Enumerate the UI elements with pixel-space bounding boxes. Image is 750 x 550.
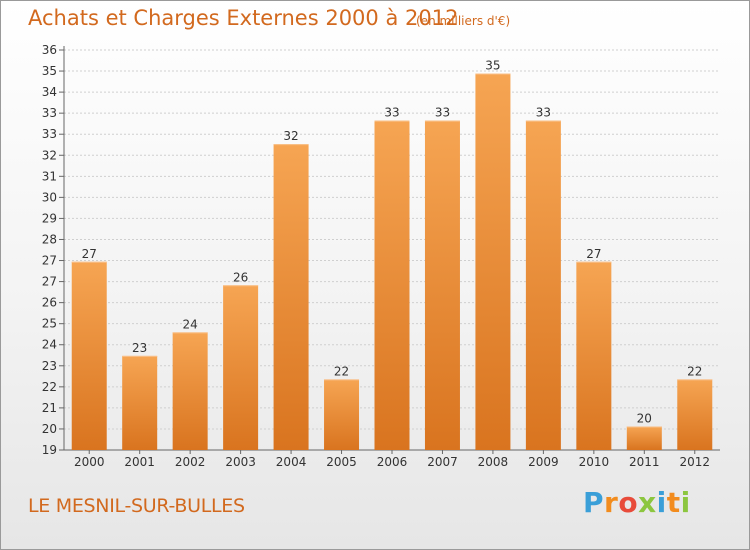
logo-letter: r [604,486,619,519]
data-label-2001: 23 [132,341,147,355]
x-tick-label: 2003 [225,455,256,469]
x-tick-label: 2004 [276,455,307,469]
x-tick-label: 2005 [326,455,357,469]
y-tick-label: 26 [42,296,57,310]
bar-2008 [475,73,511,450]
logo-letter: P [583,486,605,519]
bar-2002 [172,332,208,450]
y-tick-label: 31 [42,169,57,183]
y-tick-label: 25 [42,317,57,331]
bar-2005 [324,379,360,450]
y-tick-label: 28 [42,232,57,246]
data-label-2011: 20 [637,411,652,425]
y-tick-label: 33 [42,127,57,141]
data-label-2006: 33 [384,106,399,120]
data-label-2007: 33 [435,106,450,120]
y-tick-label: 29 [42,211,57,225]
chart-title: Achats et Charges Externes 2000 à 2012 [28,6,459,30]
logo-letter: i [656,486,667,519]
x-tick-label: 2001 [124,455,155,469]
x-tick-label: 2002 [175,455,206,469]
logo-letter: t [666,486,681,519]
x-tick-label: 2006 [377,455,408,469]
logo-letter: o [618,486,639,519]
y-tick-label: 34 [42,85,57,99]
x-tick-label: 2008 [478,455,509,469]
commune-name: LE MESNIL-SUR-BULLES [28,495,245,517]
y-tick-label: 27 [42,254,57,268]
y-tick-label: 21 [42,401,57,415]
logo-letter: i [680,486,691,519]
data-label-2000: 27 [82,247,97,261]
bar-2001 [122,355,158,450]
data-label-2010: 27 [586,247,601,261]
bar-2011 [626,426,662,450]
x-tick-label: 2007 [427,455,458,469]
bar-2000 [71,261,107,450]
bar-2009 [525,120,561,451]
x-tick-label: 2000 [74,455,105,469]
y-tick-label: 32 [42,148,57,162]
data-label-2005: 22 [334,364,349,378]
x-tick-label: 2011 [629,455,660,469]
bar-2012 [677,379,713,450]
bar-2006 [374,120,410,451]
x-tick-label: 2010 [579,455,610,469]
bar-2004 [273,144,309,450]
data-label-2003: 26 [233,270,248,284]
y-tick-label: 36 [42,43,57,57]
data-label-2004: 32 [283,129,298,143]
y-tick-label: 20 [42,422,57,436]
data-label-2009: 33 [536,106,551,120]
x-tick-label: 2012 [679,455,710,469]
y-tick-label: 27 [42,275,57,289]
y-tick-label: 22 [42,380,57,394]
chart-subtitle: (en milliers d'€) [416,14,511,28]
y-tick-label: 33 [42,106,57,120]
y-tick-label: 19 [42,443,57,457]
y-tick-label: 30 [42,190,57,204]
data-label-2002: 24 [183,317,198,331]
proxiti-logo: Proxiti [583,486,691,519]
data-label-2012: 22 [687,364,702,378]
y-tick-label: 23 [42,359,57,373]
data-label-2008: 35 [485,59,500,73]
logo-letter: x [638,486,657,519]
y-tick-label: 24 [42,338,57,352]
y-tick-label: 35 [42,64,57,78]
x-tick-label: 2009 [528,455,559,469]
bar-2003 [223,285,259,450]
bar-2007 [424,120,460,451]
bar-2010 [576,261,612,450]
